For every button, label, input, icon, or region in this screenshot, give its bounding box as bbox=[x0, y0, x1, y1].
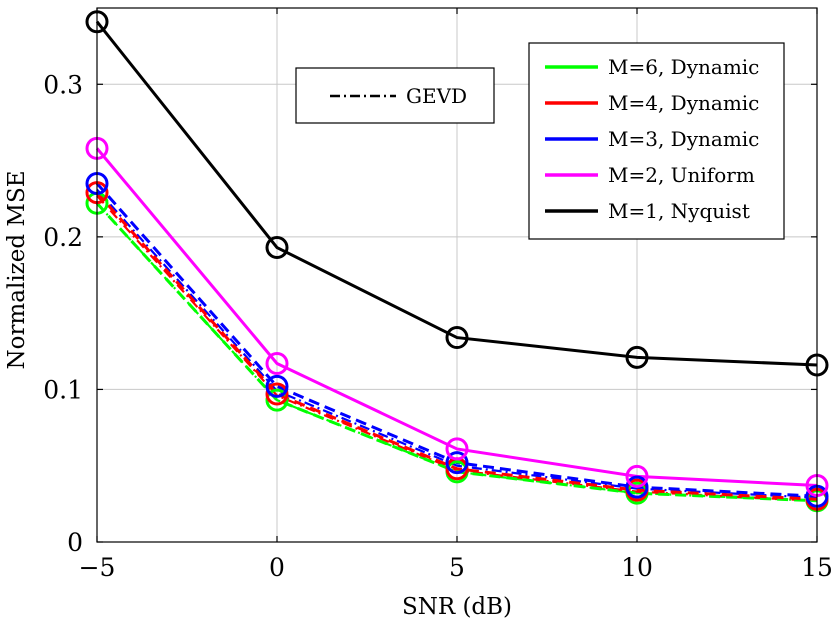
series-line bbox=[95, 147, 818, 488]
series-marker bbox=[265, 388, 289, 412]
legend-main-box bbox=[528, 42, 785, 240]
y-tick-label: 0 bbox=[67, 528, 83, 557]
series-marker bbox=[445, 437, 469, 461]
series-marker bbox=[265, 351, 289, 375]
series-marker bbox=[445, 451, 469, 475]
legend-gevd-label: GEVD bbox=[406, 84, 467, 108]
x-tick-label: 10 bbox=[621, 553, 653, 582]
series-marker bbox=[265, 236, 289, 260]
x-tick-label: −5 bbox=[79, 553, 116, 582]
legend-label: M=4, Dynamic bbox=[608, 91, 759, 115]
x-axis-label: SNR (dB) bbox=[402, 594, 512, 620]
series-marker bbox=[265, 374, 289, 398]
legend-label: M=3, Dynamic bbox=[608, 127, 759, 151]
x-tick-label: 0 bbox=[269, 553, 285, 582]
series-marker bbox=[265, 382, 289, 406]
series-marker bbox=[625, 475, 649, 499]
gevd-series-line bbox=[96, 188, 818, 499]
y-tick-label: 0.1 bbox=[43, 375, 83, 404]
legend-gevd: GEVD bbox=[295, 67, 495, 124]
x-tick-label: 5 bbox=[449, 553, 465, 582]
y-tick-label: 0.3 bbox=[43, 70, 83, 99]
series-marker bbox=[445, 326, 469, 350]
x-tick-label: 15 bbox=[801, 553, 832, 582]
y-tick-label: 0.2 bbox=[43, 223, 83, 252]
legend-main: M=6, Dynamic M=4, Dynamic M=3, Dynamic M=2,… bbox=[528, 42, 785, 240]
y-axis-label: Normalized MSE bbox=[4, 170, 30, 369]
series-line bbox=[95, 20, 818, 367]
series-line bbox=[95, 191, 818, 501]
legend-label: M=2, Uniform bbox=[608, 163, 755, 187]
legend-label: M=1, Nyquist bbox=[608, 199, 750, 223]
series-marker bbox=[625, 464, 649, 488]
ticks bbox=[96, 8, 818, 543]
legend-label: M=6, Dynamic bbox=[608, 55, 759, 79]
series-marker bbox=[625, 345, 649, 369]
